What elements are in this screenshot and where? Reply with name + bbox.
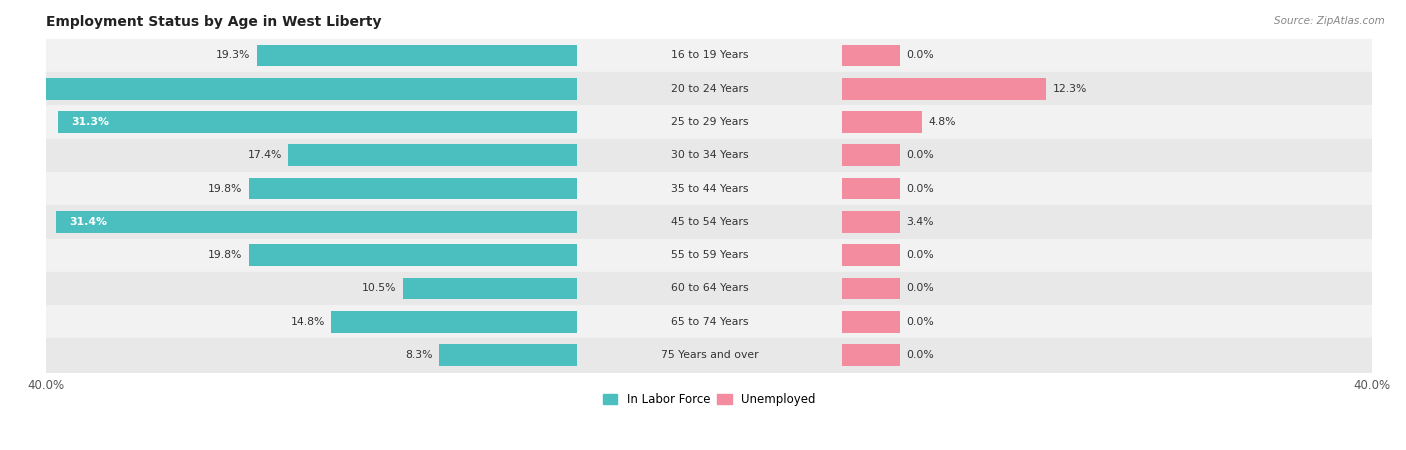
Bar	[842, 178, 900, 199]
Bar	[842, 211, 900, 233]
Text: 19.8%: 19.8%	[208, 184, 242, 194]
Bar	[257, 45, 576, 66]
Text: 16 to 19 Years: 16 to 19 Years	[671, 50, 748, 60]
Text: 10.5%: 10.5%	[361, 284, 396, 293]
Bar	[332, 311, 576, 333]
Text: 8.3%: 8.3%	[405, 350, 433, 360]
Text: 75 Years and over: 75 Years and over	[661, 350, 758, 360]
Bar	[46, 39, 1372, 72]
Bar	[46, 105, 1372, 139]
Text: 14.8%: 14.8%	[291, 317, 325, 327]
Text: 0.0%: 0.0%	[907, 350, 935, 360]
Text: 65 to 74 Years: 65 to 74 Years	[671, 317, 748, 327]
Text: 19.3%: 19.3%	[217, 50, 250, 60]
Bar	[249, 178, 576, 199]
Text: 35 to 44 Years: 35 to 44 Years	[671, 184, 748, 194]
Bar	[842, 78, 1046, 99]
Text: 30 to 34 Years: 30 to 34 Years	[671, 150, 748, 160]
Text: 31.3%: 31.3%	[72, 117, 110, 127]
Text: 17.4%: 17.4%	[247, 150, 281, 160]
Text: Source: ZipAtlas.com: Source: ZipAtlas.com	[1274, 16, 1385, 26]
Text: 0.0%: 0.0%	[907, 250, 935, 260]
Text: 0.0%: 0.0%	[907, 284, 935, 293]
Text: 0.0%: 0.0%	[907, 317, 935, 327]
Bar	[46, 272, 1372, 305]
Bar	[58, 111, 576, 133]
Bar	[46, 72, 1372, 105]
Bar	[56, 211, 576, 233]
Text: 55 to 59 Years: 55 to 59 Years	[671, 250, 748, 260]
Text: 0.0%: 0.0%	[907, 184, 935, 194]
Text: 60 to 64 Years: 60 to 64 Years	[671, 284, 748, 293]
Bar	[249, 244, 576, 266]
Text: 19.8%: 19.8%	[208, 250, 242, 260]
Bar	[46, 305, 1372, 338]
Bar	[842, 244, 900, 266]
Text: 31.4%: 31.4%	[69, 217, 107, 227]
Text: 3.4%: 3.4%	[907, 217, 934, 227]
Bar	[46, 139, 1372, 172]
Bar	[0, 78, 576, 99]
Text: Employment Status by Age in West Liberty: Employment Status by Age in West Liberty	[46, 15, 382, 29]
Bar	[402, 278, 576, 299]
Bar	[842, 45, 900, 66]
Bar	[46, 205, 1372, 239]
Bar	[842, 111, 921, 133]
Bar	[46, 172, 1372, 205]
Bar	[842, 344, 900, 366]
Bar	[842, 311, 900, 333]
Bar	[288, 144, 576, 166]
Text: 4.8%: 4.8%	[928, 117, 956, 127]
Text: 35.1%: 35.1%	[8, 84, 46, 94]
Text: 0.0%: 0.0%	[907, 150, 935, 160]
Bar	[842, 278, 900, 299]
Bar	[842, 144, 900, 166]
Bar	[439, 344, 576, 366]
Text: 20 to 24 Years: 20 to 24 Years	[671, 84, 748, 94]
Bar	[46, 338, 1372, 372]
Text: 25 to 29 Years: 25 to 29 Years	[671, 117, 748, 127]
Text: 12.3%: 12.3%	[1053, 84, 1087, 94]
Text: 45 to 54 Years: 45 to 54 Years	[671, 217, 748, 227]
Bar	[46, 238, 1372, 272]
Text: 0.0%: 0.0%	[907, 50, 935, 60]
Legend: In Labor Force, Unemployed: In Labor Force, Unemployed	[599, 389, 820, 411]
